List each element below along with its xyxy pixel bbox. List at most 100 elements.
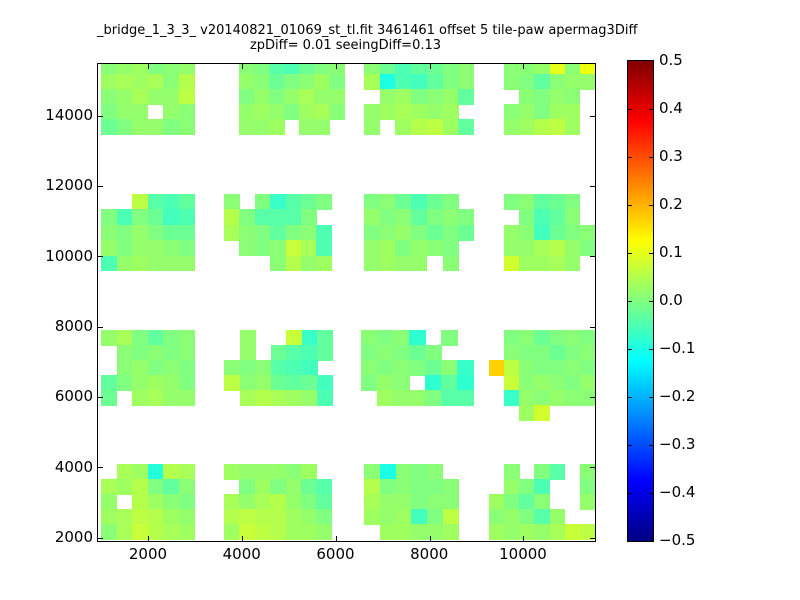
- heatmap-cell: [519, 479, 535, 495]
- heatmap-cell: [534, 89, 550, 105]
- heatmap-cell: [239, 104, 255, 120]
- heatmap-cell: [364, 479, 381, 495]
- heatmap-cell: [254, 509, 271, 525]
- heatmap-cell: [379, 224, 396, 241]
- heatmap-cell: [132, 89, 148, 105]
- colorbar-tick-label: 0.0: [659, 291, 683, 309]
- heatmap-cell: [163, 464, 179, 480]
- heatmap-cell: [132, 209, 148, 226]
- heatmap-cell: [519, 224, 535, 241]
- heatmap-cell: [534, 194, 550, 210]
- heatmap-cell: [286, 345, 302, 361]
- heatmap-cell: [178, 345, 195, 361]
- heatmap-cell: [489, 509, 505, 525]
- heatmap-cell: [163, 119, 179, 135]
- heatmap-cell: [579, 479, 595, 495]
- heatmap-cell: [239, 224, 256, 241]
- colorbar-tick-label: 0.2: [659, 195, 683, 213]
- heatmap-cell: [329, 89, 345, 105]
- x-tick-label: 8000: [410, 545, 449, 563]
- heatmap-cell: [519, 390, 535, 406]
- heatmap-cell: [178, 375, 195, 391]
- heatmap-cell: [285, 209, 302, 226]
- heatmap-cell: [178, 74, 195, 90]
- heatmap-cell: [549, 360, 566, 376]
- x-tick-mark: [429, 64, 431, 69]
- heatmap-cell: [379, 524, 397, 540]
- heatmap-cell: [178, 224, 195, 241]
- heatmap-cell: [441, 390, 458, 406]
- heatmap-cell: [101, 509, 117, 525]
- heatmap-cell: [411, 194, 428, 210]
- heatmap-cell: [101, 224, 117, 241]
- y-tick-mark: [590, 396, 595, 398]
- colorbar-tick-label: 0.5: [659, 51, 683, 69]
- heatmap-cell: [411, 104, 428, 120]
- heatmap-cell: [564, 255, 581, 272]
- heatmap-cell: [116, 464, 133, 480]
- x-tick-label: 10000: [499, 545, 547, 563]
- heatmap-cell: [425, 375, 442, 391]
- heatmap-cell: [286, 360, 302, 376]
- heatmap-cell: [239, 479, 256, 495]
- heatmap-cell: [163, 360, 179, 376]
- heatmap-cell: [163, 255, 179, 272]
- heatmap-cell: [361, 345, 378, 361]
- heatmap-cell: [116, 64, 133, 75]
- heatmap-cell: [314, 119, 330, 135]
- heatmap-cell: [132, 479, 148, 495]
- heatmap-cell: [579, 345, 595, 361]
- heatmap-cell: [534, 74, 550, 90]
- heatmap-cell: [132, 255, 148, 272]
- x-tick-label: 4000: [222, 545, 261, 563]
- heatmap-cell: [395, 524, 412, 540]
- heatmap-cell: [285, 479, 302, 495]
- heatmap-cell: [147, 194, 164, 210]
- heatmap-cell: [301, 194, 317, 210]
- heatmap-cell: [564, 119, 581, 135]
- heatmap-cell: [178, 240, 195, 257]
- heatmap-cell: [101, 74, 117, 90]
- heatmap-cell: [534, 255, 550, 272]
- heatmap-cell: [101, 494, 117, 510]
- heatmap-cell: [116, 345, 133, 361]
- colorbar-tick-mark: [649, 300, 653, 302]
- heatmap-cell: [519, 330, 535, 346]
- heatmap-cell: [519, 494, 535, 510]
- heatmap-cell: [409, 345, 426, 361]
- heatmap-cell: [361, 375, 378, 391]
- x-tick-mark: [148, 64, 150, 69]
- heatmap-cell: [519, 375, 535, 391]
- heatmap-cell: [549, 89, 566, 105]
- heatmap-cell: [163, 479, 179, 495]
- heatmap-cell: [442, 194, 459, 210]
- heatmap-cell: [534, 330, 551, 346]
- heatmap-cell: [549, 345, 566, 361]
- heatmap-cell: [132, 119, 148, 135]
- heatmap-cell: [270, 509, 287, 525]
- heatmap-cell: [519, 240, 535, 257]
- heatmap-cell: [441, 375, 458, 391]
- heatmap-cell: [116, 255, 133, 272]
- colorbar-tick-label: −0.4: [659, 483, 696, 501]
- heatmap-cell: [116, 89, 133, 105]
- y-tick-label: 8000: [54, 317, 93, 335]
- heatmap-cell: [504, 194, 520, 210]
- y-tick-mark: [98, 537, 103, 539]
- heatmap-cell: [393, 390, 410, 406]
- heatmap-cell: [395, 74, 412, 90]
- heatmap-cell: [395, 255, 412, 272]
- heatmap-cell: [178, 209, 195, 226]
- heatmap-cell: [329, 74, 345, 90]
- heatmap-cell: [379, 509, 397, 525]
- y-tick-mark: [98, 185, 103, 187]
- heatmap-cell: [317, 330, 333, 346]
- heatmap-cell: [564, 224, 581, 241]
- heatmap-cell: [457, 390, 474, 406]
- heatmap-cell: [579, 494, 595, 510]
- heatmap-cell: [364, 255, 381, 272]
- heatmap-cell: [504, 330, 520, 346]
- heatmap-cell: [101, 119, 117, 135]
- heatmap-cell: [549, 119, 566, 135]
